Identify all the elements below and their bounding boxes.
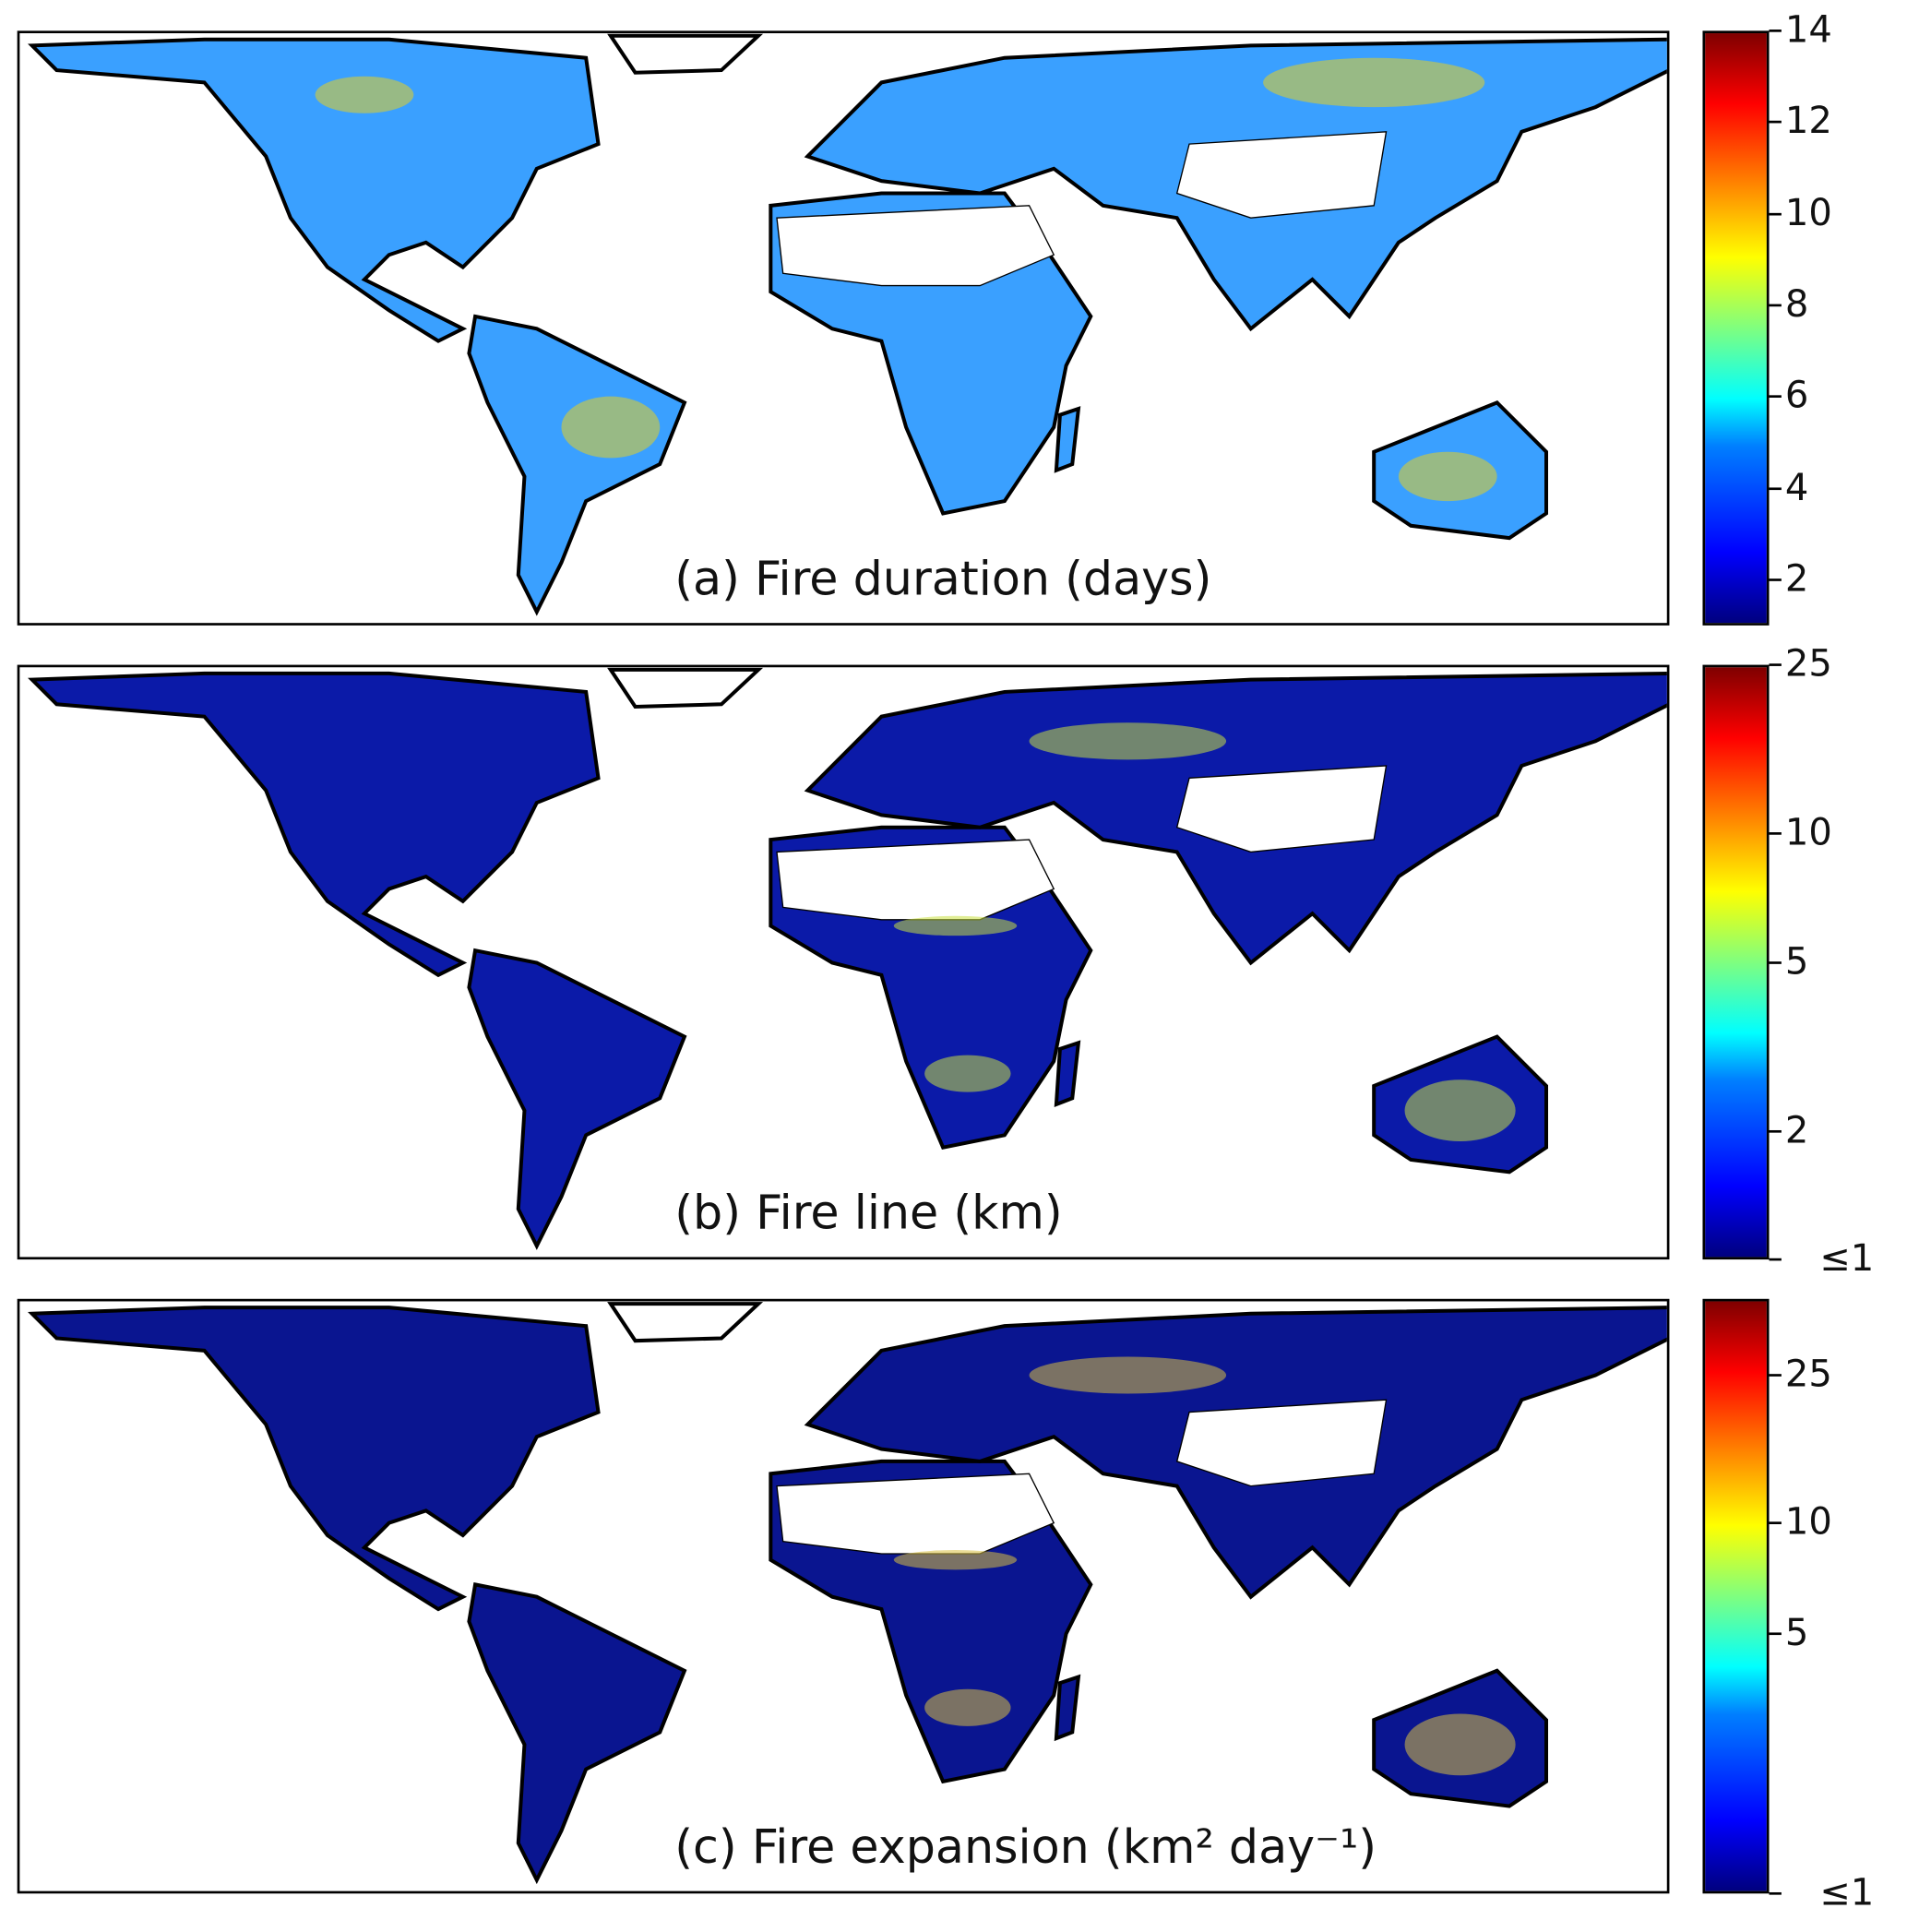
colorbar-tick	[1769, 121, 1782, 124]
continent-madagascar	[1054, 1674, 1081, 1742]
colorbar-tick-label: 10	[1784, 1499, 1832, 1544]
colorbar-tick-label: ≤1	[1819, 1237, 1875, 1281]
colorbar-tick-label: 2	[1784, 1109, 1809, 1152]
colorbar-tick-label: ≤1	[1819, 1871, 1875, 1914]
high-value-area	[1029, 722, 1227, 760]
colorbar-tick	[1769, 1129, 1782, 1133]
colorbar-tick-label: 6	[1784, 374, 1809, 418]
colorbar-tick-label: 14	[1784, 8, 1832, 53]
colorbar-tick	[1769, 304, 1782, 307]
colorbar-tick-label: 10	[1784, 191, 1832, 235]
high-value-area	[893, 1550, 1018, 1570]
colorbar-tick	[1769, 1521, 1782, 1524]
high-value-area	[1404, 1713, 1516, 1776]
colorbar-tick-label: 25	[1784, 1352, 1832, 1396]
high-value-area	[1263, 57, 1485, 108]
region-greenland	[607, 33, 764, 75]
continent-north-america	[28, 1306, 601, 1612]
high-value-area	[561, 396, 661, 459]
region-greenland	[607, 667, 764, 709]
colorbar-tick	[1769, 832, 1782, 836]
map-panel-c: (c) Fire expansion (km² day⁻¹)	[17, 1298, 1670, 1894]
colorbar-tick	[1769, 1632, 1782, 1636]
region-gobi	[1175, 765, 1388, 853]
continent-south-america	[467, 948, 687, 1250]
continent-south-america	[467, 1582, 687, 1885]
colorbar-tick	[1769, 1891, 1782, 1895]
colorbar-tick-label: 10	[1784, 812, 1832, 855]
colorbar-tick-label: 8	[1784, 282, 1809, 327]
continent-madagascar	[1054, 1040, 1081, 1107]
map-panel-b: (b) Fire line (km)	[17, 664, 1670, 1260]
colorbar	[1702, 30, 1770, 626]
high-value-area	[1404, 1079, 1516, 1141]
region-sahara	[776, 205, 1055, 287]
continent-north-america	[28, 671, 601, 978]
colorbar-tick-label: 4	[1784, 466, 1809, 509]
colorbar-tick-label: 5	[1784, 939, 1809, 984]
colorbar-tick	[1769, 578, 1782, 581]
high-value-area	[924, 1055, 1011, 1092]
colorbar-tick-label: 25	[1784, 642, 1832, 686]
colorbar-tick	[1769, 1258, 1782, 1261]
region-greenland	[607, 1302, 764, 1343]
colorbar-tick-label: 5	[1784, 1612, 1809, 1655]
high-value-area	[924, 1688, 1011, 1726]
colorbar-tick	[1769, 1373, 1782, 1377]
continent-north-america	[28, 37, 601, 343]
panel-title: (a) Fire duration (days)	[674, 551, 1212, 606]
region-gobi	[1175, 131, 1388, 219]
colorbar	[1702, 1298, 1770, 1894]
high-value-area	[1398, 451, 1497, 502]
continent-madagascar	[1054, 406, 1081, 473]
panel-title: (c) Fire expansion (km² day⁻¹)	[674, 1819, 1377, 1874]
continent-south-america	[467, 314, 687, 616]
panel-title: (b) Fire line (km)	[674, 1186, 1063, 1240]
colorbar-tick	[1769, 663, 1782, 666]
colorbar-tick-label: 2	[1784, 557, 1809, 601]
colorbar-tick	[1769, 212, 1782, 215]
region-gobi	[1175, 1399, 1388, 1487]
colorbar-tick	[1769, 960, 1782, 964]
high-value-area	[1029, 1356, 1227, 1394]
colorbar-tick-label: 12	[1784, 100, 1832, 144]
colorbar-tick	[1769, 395, 1782, 399]
colorbar	[1702, 664, 1770, 1260]
colorbar-tick	[1769, 30, 1782, 32]
map-panel-a: (a) Fire duration (days)	[17, 30, 1670, 626]
high-value-area	[893, 915, 1018, 936]
colorbar-tick	[1769, 486, 1782, 490]
high-value-area	[315, 76, 414, 113]
